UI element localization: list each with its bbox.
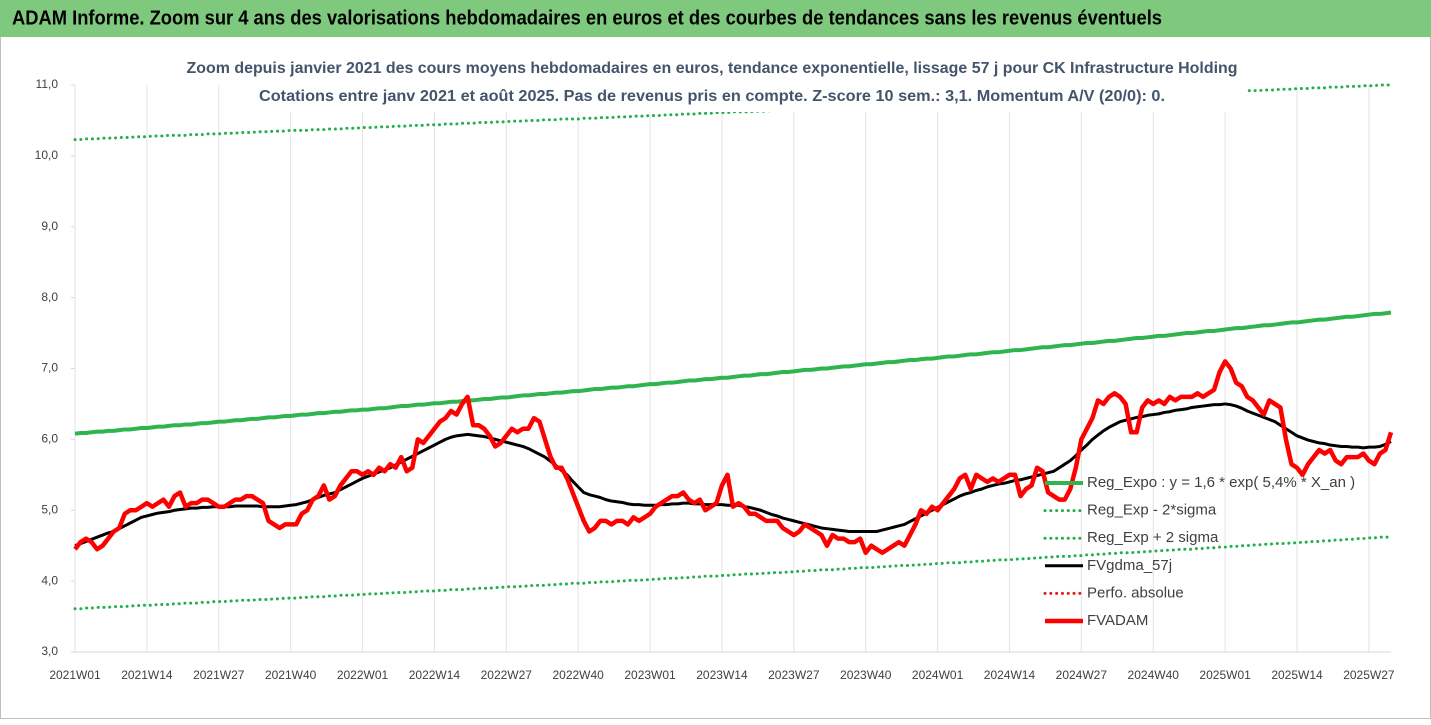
plot-area: 3,0 4,0 5,0 6,0 7,0 8,0 9,0 10,0 11,0 2021W01 2021… <box>35 77 1395 682</box>
legend-label: Reg_Exp - 2*sigma <box>1087 502 1217 519</box>
y-tick-label: 3,0 <box>41 644 58 658</box>
y-tick-label: 9,0 <box>41 219 58 233</box>
x-tick-label: 2025W14 <box>1271 668 1323 682</box>
chart-title: ADAM Informe. Zoom sur 4 ans des valoris… <box>12 7 1162 29</box>
x-tick-label: 2025W27 <box>1343 668 1395 682</box>
y-tick-label: 7,0 <box>41 361 58 375</box>
y-tick-label: 5,0 <box>41 502 58 516</box>
x-tick-label: 2022W14 <box>409 668 461 682</box>
y-tick-label: 10,0 <box>35 148 59 162</box>
y-tick-label: 4,0 <box>41 573 58 587</box>
subtitle-box <box>262 52 1246 112</box>
legend-label: FVADAM <box>1087 612 1148 629</box>
x-tick-label: 2021W01 <box>49 668 101 682</box>
y-tick-label: 8,0 <box>41 290 58 304</box>
x-tick-label: 2021W14 <box>121 668 173 682</box>
legend-label: FVgdma_57j <box>1087 557 1172 574</box>
series-line <box>74 310 1392 436</box>
x-tick-label: 2024W14 <box>984 668 1036 682</box>
legend-label: Reg_Expo : y = 1,6 * exp( 5,4% * X_an ) <box>1087 474 1355 491</box>
x-tick-label: 2024W27 <box>1056 668 1108 682</box>
x-tick-label: 2022W40 <box>552 668 604 682</box>
x-tick-label: 2022W27 <box>481 668 533 682</box>
x-tick-label: 2021W27 <box>193 668 245 682</box>
x-tick-label: 2023W40 <box>840 668 892 682</box>
y-tick-label: 11,0 <box>36 77 59 91</box>
x-tick-label: 2022W01 <box>337 668 389 682</box>
x-tick-label: 2023W01 <box>624 668 676 682</box>
legend: Reg_Expo : y = 1,6 * exp( 5,4% * X_an ) R… <box>1043 474 1355 629</box>
series-line <box>73 359 1394 556</box>
chart-subtitle: Cotations entre janv 2021 et août 2025. … <box>259 88 1165 105</box>
legend-label: Perfo. absolue <box>1087 584 1184 601</box>
chart-subtitle: Zoom depuis janvier 2021 des cours moyen… <box>187 60 1238 77</box>
x-tick-label: 2024W01 <box>912 668 964 682</box>
x-tick-label: 2023W14 <box>696 668 748 682</box>
legend-label: Reg_Exp + 2 sigma <box>1087 529 1219 546</box>
x-tick-label: 2021W40 <box>265 668 317 682</box>
y-tick-label: 6,0 <box>41 432 58 446</box>
x-tick-label: 2023W27 <box>768 668 820 682</box>
x-tick-label: 2025W01 <box>1199 668 1251 682</box>
series-line <box>73 535 1393 611</box>
title-banner <box>0 0 1431 37</box>
x-tick-label: 2024W40 <box>1128 668 1180 682</box>
